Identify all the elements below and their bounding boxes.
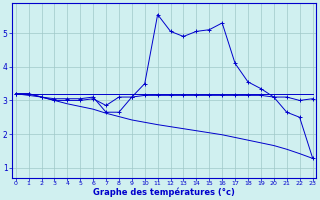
X-axis label: Graphe des températures (°c): Graphe des températures (°c)	[93, 188, 235, 197]
